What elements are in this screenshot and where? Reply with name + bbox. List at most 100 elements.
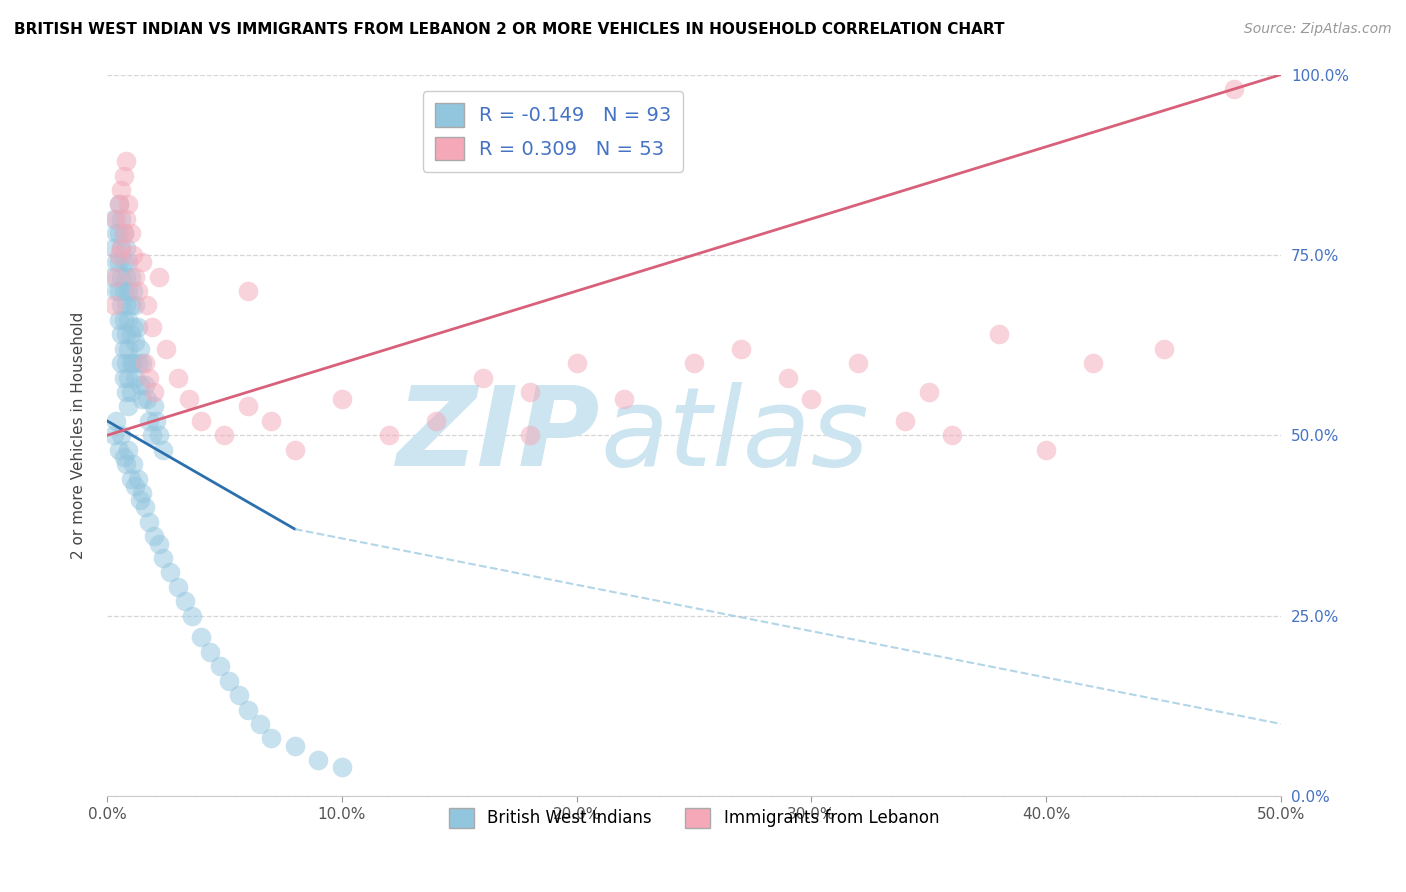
Point	[284, 442, 307, 457]
Point	[124, 269, 146, 284]
Point	[848, 356, 870, 370]
Point	[103, 428, 125, 442]
Point	[108, 284, 131, 298]
Point	[120, 472, 142, 486]
Point	[127, 356, 149, 370]
Point	[613, 392, 636, 407]
Point	[105, 211, 128, 226]
Point	[131, 255, 153, 269]
Point	[115, 327, 138, 342]
Point	[108, 313, 131, 327]
Point	[127, 320, 149, 334]
Point	[112, 342, 135, 356]
Point	[136, 298, 159, 312]
Point	[208, 659, 231, 673]
Point	[105, 227, 128, 241]
Text: atlas: atlas	[600, 382, 869, 489]
Point	[1153, 342, 1175, 356]
Point	[129, 493, 152, 508]
Point	[110, 428, 132, 442]
Point	[120, 227, 142, 241]
Point	[131, 392, 153, 407]
Point	[236, 702, 259, 716]
Point	[105, 414, 128, 428]
Y-axis label: 2 or more Vehicles in Household: 2 or more Vehicles in Household	[72, 311, 86, 559]
Point	[117, 284, 139, 298]
Point	[112, 370, 135, 384]
Point	[110, 356, 132, 370]
Point	[145, 414, 167, 428]
Point	[112, 450, 135, 464]
Point	[425, 414, 447, 428]
Point	[776, 370, 799, 384]
Point	[218, 673, 240, 688]
Point	[166, 370, 188, 384]
Point	[105, 269, 128, 284]
Point	[190, 414, 212, 428]
Point	[136, 392, 159, 407]
Point	[134, 500, 156, 515]
Point	[152, 442, 174, 457]
Point	[152, 551, 174, 566]
Point	[108, 248, 131, 262]
Point	[127, 284, 149, 298]
Point	[110, 241, 132, 255]
Point	[180, 608, 202, 623]
Point	[112, 227, 135, 241]
Point	[112, 227, 135, 241]
Text: BRITISH WEST INDIAN VS IMMIGRANTS FROM LEBANON 2 OR MORE VEHICLES IN HOUSEHOLD C: BRITISH WEST INDIAN VS IMMIGRANTS FROM L…	[14, 22, 1004, 37]
Point	[143, 384, 166, 399]
Point	[115, 298, 138, 312]
Point	[105, 284, 128, 298]
Point	[120, 327, 142, 342]
Point	[471, 370, 494, 384]
Point	[249, 717, 271, 731]
Point	[115, 457, 138, 471]
Point	[134, 377, 156, 392]
Point	[894, 414, 917, 428]
Point	[110, 211, 132, 226]
Point	[124, 298, 146, 312]
Point	[918, 384, 941, 399]
Point	[122, 457, 145, 471]
Point	[110, 183, 132, 197]
Point	[124, 370, 146, 384]
Point	[378, 428, 401, 442]
Point	[1035, 442, 1057, 457]
Point	[115, 241, 138, 255]
Point	[105, 255, 128, 269]
Point	[117, 255, 139, 269]
Point	[166, 580, 188, 594]
Point	[103, 241, 125, 255]
Point	[683, 356, 706, 370]
Point	[129, 377, 152, 392]
Point	[124, 479, 146, 493]
Point	[730, 342, 752, 356]
Point	[122, 284, 145, 298]
Point	[112, 169, 135, 183]
Point	[112, 284, 135, 298]
Point	[148, 428, 170, 442]
Point	[519, 428, 541, 442]
Point	[228, 688, 250, 702]
Point	[122, 356, 145, 370]
Point	[120, 356, 142, 370]
Point	[131, 486, 153, 500]
Point	[100, 269, 122, 284]
Point	[179, 392, 201, 407]
Point	[103, 211, 125, 226]
Point	[117, 400, 139, 414]
Point	[800, 392, 823, 407]
Point	[120, 298, 142, 312]
Point	[143, 400, 166, 414]
Point	[108, 197, 131, 211]
Point	[103, 298, 125, 312]
Point	[110, 269, 132, 284]
Point	[115, 269, 138, 284]
Text: Source: ZipAtlas.com: Source: ZipAtlas.com	[1244, 22, 1392, 37]
Point	[260, 731, 283, 746]
Point	[108, 197, 131, 211]
Point	[190, 631, 212, 645]
Legend: British West Indians, Immigrants from Lebanon: British West Indians, Immigrants from Le…	[443, 801, 946, 835]
Point	[159, 566, 181, 580]
